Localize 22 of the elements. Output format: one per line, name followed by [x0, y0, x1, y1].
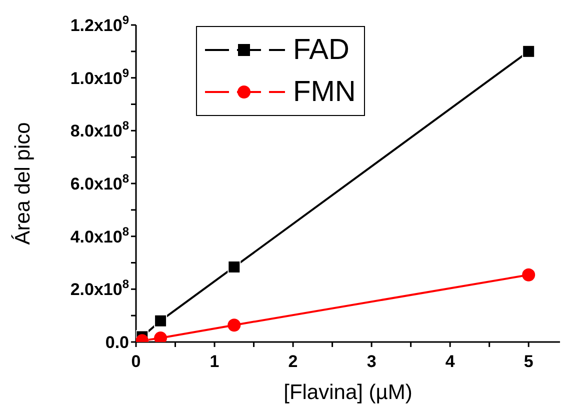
point [154, 314, 168, 328]
y-tick-label: 4.0x10$^{8}$ [70, 224, 130, 246]
x-tick-label: 4 [445, 352, 456, 371]
y-tick-label: 6.0x10$^{8}$ [70, 172, 130, 194]
x-tick-label: 1 [210, 352, 220, 371]
y-axis-title: Área del pico [10, 122, 34, 245]
x-tick-label: 2 [288, 352, 298, 371]
x-axis-title: [Flavina] (µM) [284, 381, 412, 404]
legend-label: FMN [293, 76, 356, 108]
x-tick-label: 5 [524, 352, 534, 371]
point [228, 318, 241, 332]
y-tick-label: 0.0 [105, 333, 129, 352]
y-tick-label: 2.0x10$^{8}$ [70, 277, 130, 300]
y-tick-label: 1.0x10$^{9}$ [70, 66, 130, 88]
point [522, 44, 536, 58]
y-tick-label: 1.2x10$^{9}$ [70, 13, 130, 35]
y-tick-label: 8.0x10$^{8}$ [70, 118, 130, 141]
x-tick-label: 3 [366, 352, 376, 371]
x-tick-label: 0 [131, 352, 141, 371]
legend-label: FAD [293, 34, 350, 66]
point [228, 260, 241, 274]
point [522, 268, 536, 282]
